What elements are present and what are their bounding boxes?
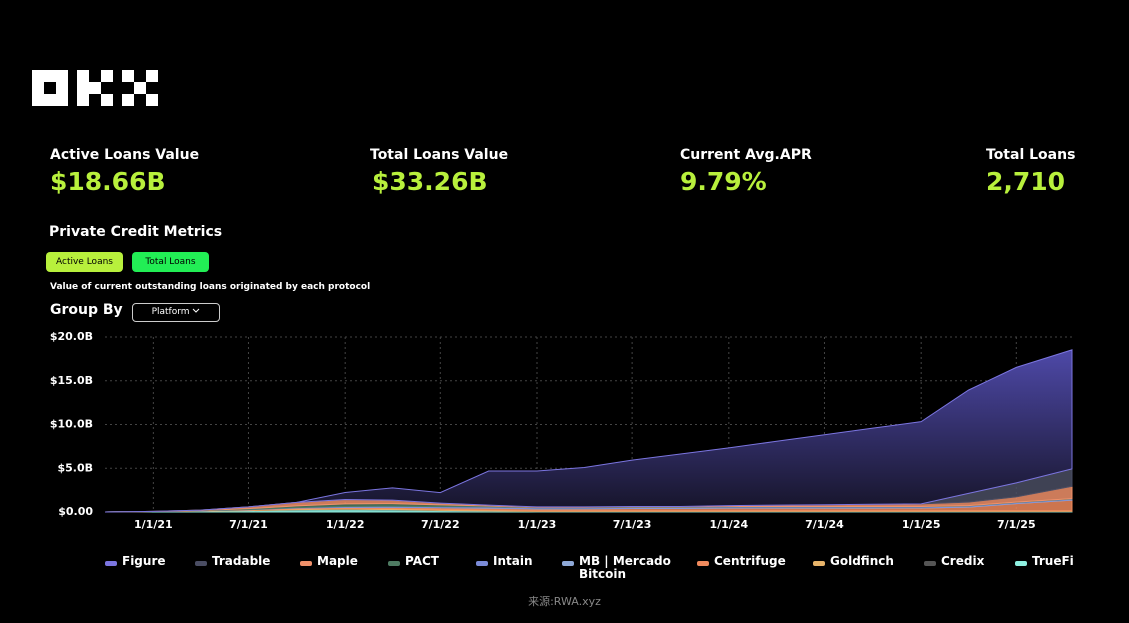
metric-value: 2,710 — [986, 167, 1066, 196]
area — [104, 349, 1073, 513]
x-tick-label: 7/1/25 — [997, 518, 1036, 531]
x-tick-label: 7/1/23 — [613, 518, 652, 531]
legend-swatch — [105, 561, 117, 566]
metric-value: 9.79% — [680, 167, 767, 196]
legend-swatch — [300, 561, 312, 566]
tab-button[interactable]: Active Loans — [46, 252, 123, 272]
legend-label: Figure — [122, 554, 166, 568]
legend-item[interactable]: PACT — [388, 555, 439, 568]
group-by-label: Group By — [50, 302, 123, 318]
x-tick-label: 7/1/24 — [805, 518, 844, 531]
legend-swatch — [924, 561, 936, 566]
legend-swatch — [813, 561, 825, 566]
section-title: Private Credit Metrics — [49, 224, 223, 240]
chevron — [193, 308, 200, 313]
x-tick-label: 1/1/24 — [709, 518, 748, 531]
legend-item[interactable]: Figure — [105, 555, 166, 568]
y-tick-label: $20.0B — [50, 330, 93, 343]
x-tick-label: 1/1/22 — [326, 518, 365, 531]
x-tick-label: 1/1/25 — [902, 518, 941, 531]
legend-item[interactable]: Intain — [476, 555, 533, 568]
legend-swatch — [562, 561, 574, 566]
legend-label: Maple — [317, 554, 358, 568]
x-tick-label: 7/1/21 — [229, 518, 268, 531]
legend-label: Centrifuge — [714, 554, 786, 568]
x-tick-label: 7/1/22 — [421, 518, 460, 531]
x-tick-label: 1/1/21 — [134, 518, 173, 531]
legend-swatch — [1015, 561, 1027, 566]
y-tick-label: $5.0B — [57, 461, 93, 474]
y-tick-label: $15.0B — [50, 374, 93, 387]
legend-item[interactable]: Centrifuge — [697, 555, 786, 568]
legend-label: MB | Mercado Bitcoin — [579, 554, 671, 581]
legend-label: Credix — [941, 554, 985, 568]
legend-label: TrueFi — [1032, 554, 1074, 568]
y-tick-label: $10.0B — [50, 418, 93, 431]
legend-label: Intain — [493, 554, 533, 568]
metric-label: Active Loans Value — [50, 147, 200, 163]
chart: $0.00 $5.0B $10.0B $15.0B $20.0B 1/1/21 7/1/21… — [50, 330, 1073, 531]
legend-label: Goldfinch — [830, 554, 894, 568]
metric-value: $33.26B — [372, 167, 488, 196]
legend-item[interactable]: TrueFi — [1015, 555, 1074, 568]
group-by-dropdown[interactable]: Platform — [132, 303, 220, 322]
x-tick-label: 1/1/23 — [518, 518, 557, 531]
legend-swatch — [476, 561, 488, 566]
legend-item[interactable]: MB | Mercado Bitcoin — [562, 555, 679, 581]
legend-swatch — [697, 561, 709, 566]
legend-item[interactable]: Goldfinch — [813, 555, 894, 568]
metric-label: Current Avg.APR — [680, 147, 812, 163]
legend-item[interactable]: Tradable — [195, 555, 270, 568]
dropdown-text: Platform — [151, 307, 190, 317]
legend-swatch — [388, 561, 400, 566]
metric-label: Total Loans — [986, 147, 1076, 163]
tab-button[interactable]: Total Loans — [132, 252, 209, 272]
source: 来源:RWA.xyz — [528, 595, 601, 608]
legend-label: PACT — [405, 554, 439, 568]
metric-value: $18.66B — [50, 167, 166, 196]
legend-label: Tradable — [212, 554, 271, 568]
y-tick-label: $0.00 — [58, 505, 93, 518]
legend-item[interactable]: Maple — [300, 555, 358, 568]
description: Value of current outstanding loans origi… — [50, 282, 371, 292]
legend-item[interactable]: Credix — [924, 555, 984, 568]
legend-swatch — [195, 561, 207, 566]
okx-logo — [32, 70, 158, 106]
metric-label: Total Loans Value — [370, 147, 509, 163]
